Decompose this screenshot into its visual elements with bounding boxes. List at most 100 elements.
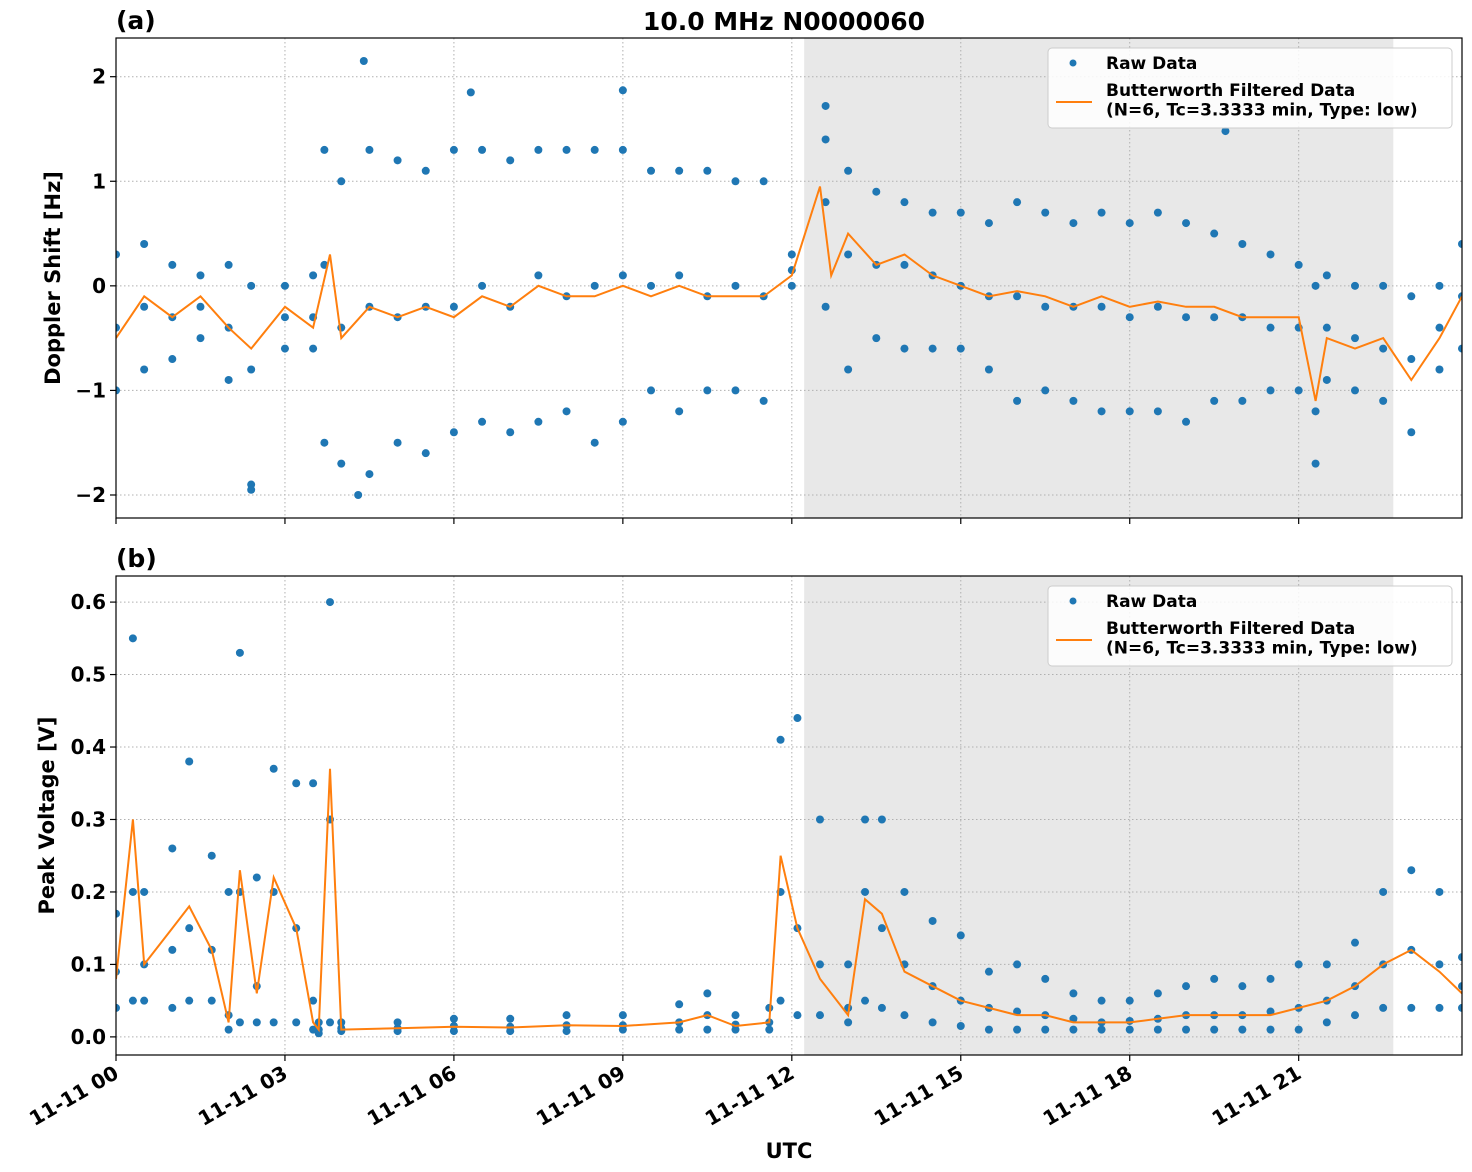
raw-point	[984, 365, 993, 374]
raw-point	[793, 714, 802, 723]
raw-point	[1125, 407, 1134, 416]
raw-point	[140, 996, 149, 1005]
y-tick-label: 0.3	[71, 807, 106, 831]
raw-point	[900, 1011, 909, 1020]
raw-point	[280, 344, 289, 353]
raw-point	[703, 166, 712, 175]
y-tick-label: 0.0	[71, 1025, 106, 1049]
raw-point	[506, 156, 515, 165]
raw-point	[562, 1011, 571, 1020]
raw-point	[900, 198, 909, 207]
raw-point	[1379, 1003, 1388, 1012]
legend-marker	[1069, 597, 1077, 605]
raw-point	[1013, 960, 1022, 969]
raw-point	[731, 177, 740, 186]
raw-point	[280, 313, 289, 322]
raw-point	[1458, 1003, 1462, 1012]
raw-point	[1013, 198, 1022, 207]
raw-point	[116, 323, 120, 332]
legend-label: Raw Data	[1106, 54, 1197, 74]
raw-point	[1350, 334, 1359, 343]
raw-point	[1097, 1025, 1106, 1034]
y-axis-label: Peak Voltage [V]	[35, 716, 59, 914]
raw-point	[1407, 428, 1416, 437]
raw-point	[116, 250, 120, 259]
raw-point	[1097, 302, 1106, 311]
raw-point	[731, 1025, 740, 1034]
raw-point	[393, 156, 402, 165]
axes-frame	[115, 37, 1463, 519]
raw-point	[1266, 1025, 1275, 1034]
raw-point	[269, 764, 278, 773]
x-tick-label: 11-11 06	[363, 1061, 461, 1131]
x-tick-label: 11-11 03	[194, 1061, 292, 1131]
raw-point	[1069, 989, 1078, 998]
y-tick-label: 0	[92, 274, 106, 298]
raw-point	[534, 417, 543, 426]
raw-point	[326, 1018, 335, 1027]
raw-point	[793, 1011, 802, 1020]
raw-point	[900, 260, 909, 269]
y-tick-label: −2	[75, 483, 106, 507]
raw-point	[449, 145, 458, 154]
raw-point	[1041, 386, 1050, 395]
raw-point	[1322, 375, 1331, 384]
raw-point	[618, 86, 627, 95]
raw-point	[337, 177, 346, 186]
raw-point	[1097, 407, 1106, 416]
raw-point	[861, 887, 870, 896]
raw-point	[449, 1027, 458, 1036]
raw-point	[647, 386, 656, 395]
raw-point	[309, 271, 318, 280]
raw-point	[449, 1014, 458, 1023]
raw-point	[1153, 989, 1162, 998]
raw-point	[928, 916, 937, 925]
raw-point	[354, 490, 363, 499]
raw-point	[821, 302, 830, 311]
raw-point	[224, 375, 233, 384]
raw-point	[207, 851, 216, 860]
raw-point	[252, 873, 261, 882]
raw-point	[787, 281, 796, 290]
raw-point	[1322, 271, 1331, 280]
raw-point	[1350, 386, 1359, 395]
raw-point	[224, 1025, 233, 1034]
raw-point	[309, 779, 318, 788]
raw-point	[872, 187, 881, 196]
x-tick-label: 11-11 09	[532, 1061, 630, 1131]
raw-point	[675, 166, 684, 175]
raw-point	[1013, 1025, 1022, 1034]
raw-point	[1379, 396, 1388, 405]
raw-point	[1294, 260, 1303, 269]
raw-point	[956, 931, 965, 940]
legend-box	[1047, 585, 1453, 667]
raw-point	[185, 924, 194, 933]
raw-point	[1311, 407, 1320, 416]
raw-point	[1210, 1025, 1219, 1034]
raw-point	[116, 386, 120, 395]
raw-point	[1221, 127, 1230, 136]
raw-point	[1069, 1014, 1078, 1023]
raw-point	[1097, 208, 1106, 217]
raw-point	[815, 960, 824, 969]
y-tick-label: 0.6	[71, 590, 106, 614]
raw-point	[590, 145, 599, 154]
raw-point	[821, 198, 830, 207]
raw-point	[776, 735, 785, 744]
raw-point	[703, 989, 712, 998]
x-tick-label: 11-11 21	[1208, 1061, 1306, 1131]
raw-point	[1435, 960, 1444, 969]
raw-point	[618, 1011, 627, 1020]
raw-point	[393, 1018, 402, 1027]
raw-point	[675, 271, 684, 280]
raw-point	[365, 470, 374, 479]
raw-point	[1238, 396, 1247, 405]
raw-point	[292, 1018, 301, 1027]
x-tick-label: 11-11 15	[870, 1061, 968, 1131]
raw-point	[1041, 974, 1050, 983]
raw-point	[1238, 982, 1247, 991]
raw-point	[1182, 219, 1191, 228]
raw-point	[1238, 1025, 1247, 1034]
raw-point	[618, 145, 627, 154]
raw-point	[787, 250, 796, 259]
